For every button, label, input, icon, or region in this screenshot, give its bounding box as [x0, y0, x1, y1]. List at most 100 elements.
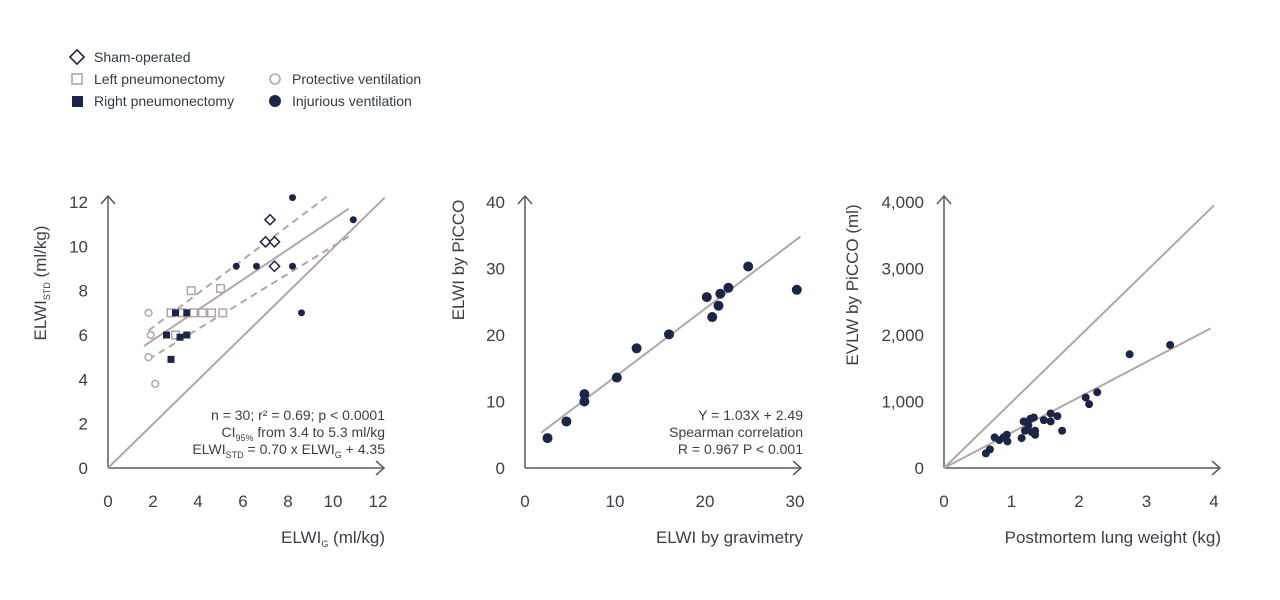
x-tick-label: 4	[193, 492, 202, 511]
square-filled-icon	[72, 96, 83, 107]
y-tick-label: 10	[486, 393, 505, 412]
y-axis-arrow	[936, 194, 952, 205]
legend-label-left: Left pneumonectomy	[94, 71, 225, 87]
annotation-line: R = 0.967 P < 0.001	[678, 441, 803, 457]
y-tick-label: 10	[69, 237, 88, 256]
circle-filled-point	[631, 343, 642, 354]
legend-label-sham: Sham-operated	[94, 49, 191, 65]
y-axis-title: EVLW by PiCCO (ml)	[843, 204, 862, 365]
square-filled-point	[183, 309, 191, 317]
y-tick-label: 40	[486, 193, 505, 212]
square-open-point	[218, 308, 228, 318]
x-tick-label: 1	[1007, 492, 1016, 511]
circle-filled-point	[1053, 412, 1062, 421]
square-filled-point	[167, 355, 175, 363]
circle-open-icon	[269, 73, 281, 85]
x-axis-arrow	[792, 460, 803, 476]
circle-filled-point	[715, 288, 726, 299]
square-filled-point	[176, 333, 184, 341]
circle-filled-point	[349, 216, 357, 224]
chart-1: 0 2 4 6 8 10 12 0 2 4 6 8 10 12 ELWIG (ml/kg) ELWISTD (…	[31, 193, 387, 549]
circle-filled-point	[713, 300, 724, 311]
circle-filled-point	[1017, 434, 1026, 443]
x-axis-title: Postmortem lung weight (kg)	[1005, 528, 1221, 547]
x-tick-label: 6	[238, 492, 247, 511]
x-axis-title: ELWIG (ml/kg)	[281, 528, 385, 549]
regression-line	[943, 327, 1212, 469]
diamond-point	[263, 213, 277, 226]
legend: Sham-operated Left pneumonectomy Right p…	[60, 40, 480, 120]
circle-filled-point	[1024, 421, 1033, 430]
circle-filled-point	[232, 262, 240, 270]
x-tick-label: 10	[606, 492, 625, 511]
x-tick-label: 10	[324, 492, 343, 511]
circle-filled-point	[707, 312, 718, 323]
circle-filled-point	[1085, 400, 1094, 409]
square-open-point	[188, 308, 199, 318]
identity-line	[107, 196, 386, 469]
x-tick-label: 4	[1209, 492, 1218, 511]
y-axis-arrow	[517, 194, 533, 205]
circle-filled-point	[1058, 426, 1067, 435]
circle-filled-point	[542, 433, 553, 444]
square-open-point	[197, 308, 208, 318]
annotation-line: Y = 1.03X + 2.49	[698, 407, 803, 423]
circle-filled-point	[1046, 409, 1055, 418]
y-tick-label: 30	[486, 260, 505, 279]
circle-filled-point	[1031, 430, 1040, 439]
ci-lower-line	[147, 234, 352, 361]
square-filled-point	[183, 331, 191, 339]
legend-label-right: Right pneumonectomy	[94, 93, 235, 109]
y-axis-title: ELWISTD (ml/kg)	[31, 226, 52, 341]
circle-filled-point	[1002, 430, 1011, 439]
x-tick-label: 0	[520, 492, 529, 511]
y-tick-label: 0	[915, 459, 924, 478]
x-axis-arrow	[375, 460, 386, 476]
y-tick-label: 2	[79, 415, 88, 434]
x-tick-label: 2	[148, 492, 157, 511]
y-tick-label: 8	[79, 282, 88, 301]
y-tick-label: 12	[69, 193, 88, 212]
identity-line	[943, 204, 1215, 469]
annotation-line: ELWISTD = 0.70 x ELWIG + 4.35	[192, 441, 385, 460]
square-open-point	[186, 286, 196, 296]
y-tick-label: 4	[79, 370, 88, 389]
circle-filled-icon	[269, 95, 281, 107]
legend-item-right: Right pneumonectomy	[68, 92, 234, 110]
y-axis-title: ELWI by PiCCO	[449, 200, 468, 321]
circle-filled-point	[579, 389, 590, 400]
circle-filled-point	[743, 261, 754, 272]
y-tick-label: 20	[486, 326, 505, 345]
square-filled-point	[172, 309, 179, 317]
y-tick-label: 1,000	[881, 393, 924, 412]
circle-filled-point	[611, 372, 622, 383]
circle-filled-point	[985, 445, 994, 454]
circle-filled-point	[289, 194, 296, 202]
square-open-icon	[71, 73, 83, 85]
legend-item-protective: Protective ventilation	[266, 70, 421, 88]
circle-filled-point	[1003, 437, 1012, 446]
x-tick-label: 30	[786, 492, 805, 511]
regression-line	[143, 207, 350, 347]
y-tick-label: 6	[79, 326, 88, 345]
circle-filled-point	[1029, 413, 1038, 422]
circle-filled-point	[1166, 340, 1175, 349]
y-tick-label: 0	[79, 459, 88, 478]
x-tick-label: 3	[1142, 492, 1151, 511]
circle-filled-point	[701, 292, 712, 303]
circle-filled-point	[1093, 388, 1102, 397]
legend-item-injurious: Injurious ventilation	[266, 92, 412, 110]
y-tick-label: 3,000	[881, 260, 924, 279]
x-tick-label: 0	[103, 492, 112, 511]
x-tick-label: 8	[283, 492, 292, 511]
circle-filled-point	[791, 284, 802, 295]
x-tick-label: 0	[939, 492, 948, 511]
y-tick-label: 2,000	[881, 326, 924, 345]
circle-filled-point	[1046, 417, 1055, 426]
circle-open-point	[144, 308, 153, 317]
x-tick-label: 20	[696, 492, 715, 511]
square-open-point	[215, 283, 226, 293]
diamond-open-icon	[68, 48, 86, 66]
circle-filled-point	[1039, 416, 1048, 425]
